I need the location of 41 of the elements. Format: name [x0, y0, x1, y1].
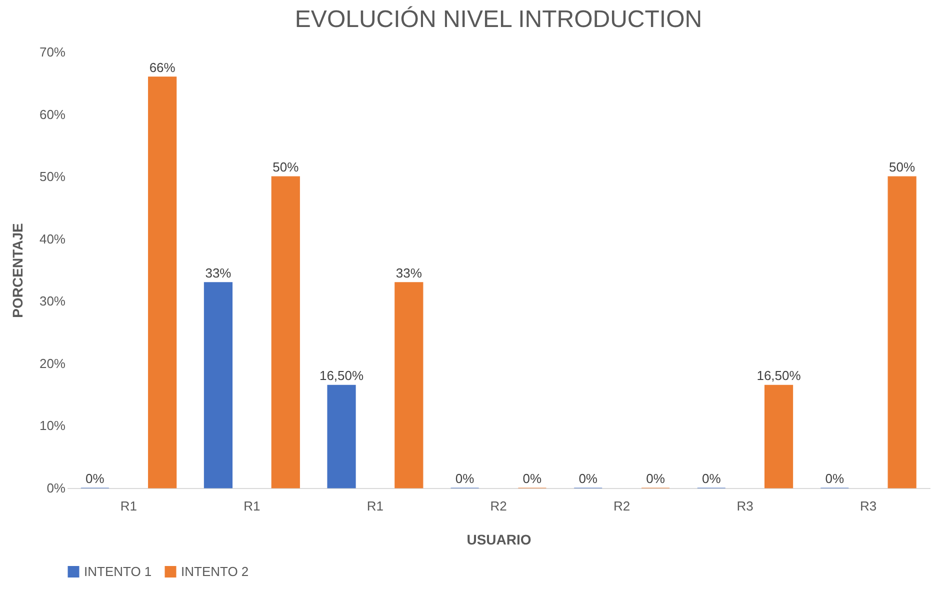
bar — [327, 384, 356, 488]
y-tick-label: 30% — [39, 294, 66, 309]
bar — [271, 176, 300, 488]
chart-title: EVOLUCIÓN NIVEL INTRODUCTION — [294, 6, 702, 33]
y-tick-label: 70% — [39, 44, 66, 60]
bar — [148, 76, 177, 488]
data-label: 66% — [149, 60, 176, 75]
y-tick-label: 20% — [39, 356, 66, 371]
bar — [394, 282, 424, 488]
x-tick-label: R3 — [860, 498, 877, 514]
y-tick-label: 40% — [39, 231, 66, 246]
x-tick-label: R1 — [120, 498, 137, 514]
x-axis-title: USUARIO — [466, 532, 532, 548]
y-tick-label: 0% — [46, 480, 66, 496]
x-tick-label: R1 — [244, 498, 260, 514]
legend-label: INTENTO 1 — [84, 564, 152, 579]
data-label: 16,50% — [756, 368, 802, 384]
data-label: 0% — [825, 471, 844, 486]
data-label: 0% — [455, 471, 475, 486]
data-label: 50% — [889, 160, 916, 175]
y-tick-label: 60% — [39, 106, 66, 122]
x-tick-label: R2 — [490, 498, 507, 514]
data-label: 0% — [702, 471, 722, 486]
y-axis-title: PORCENTAJE — [9, 223, 26, 318]
bar — [888, 176, 916, 488]
data-label: 0% — [522, 471, 542, 486]
y-tick-label: 50% — [39, 169, 66, 184]
legend-label: INTENTO 2 — [181, 564, 249, 579]
y-tick-label: 10% — [39, 418, 66, 434]
x-tick-label: R2 — [613, 498, 630, 514]
bar — [764, 384, 794, 488]
x-tick-label: R3 — [736, 498, 754, 514]
data-label: 33% — [396, 265, 422, 280]
data-label: 0% — [86, 471, 105, 486]
data-label: 0% — [578, 471, 598, 486]
data-label: 0% — [646, 471, 666, 486]
data-label: 16,50% — [319, 368, 364, 384]
bar — [204, 282, 233, 488]
data-label: 33% — [205, 265, 232, 280]
data-label: 50% — [272, 160, 300, 175]
x-tick-label: R1 — [366, 498, 384, 514]
